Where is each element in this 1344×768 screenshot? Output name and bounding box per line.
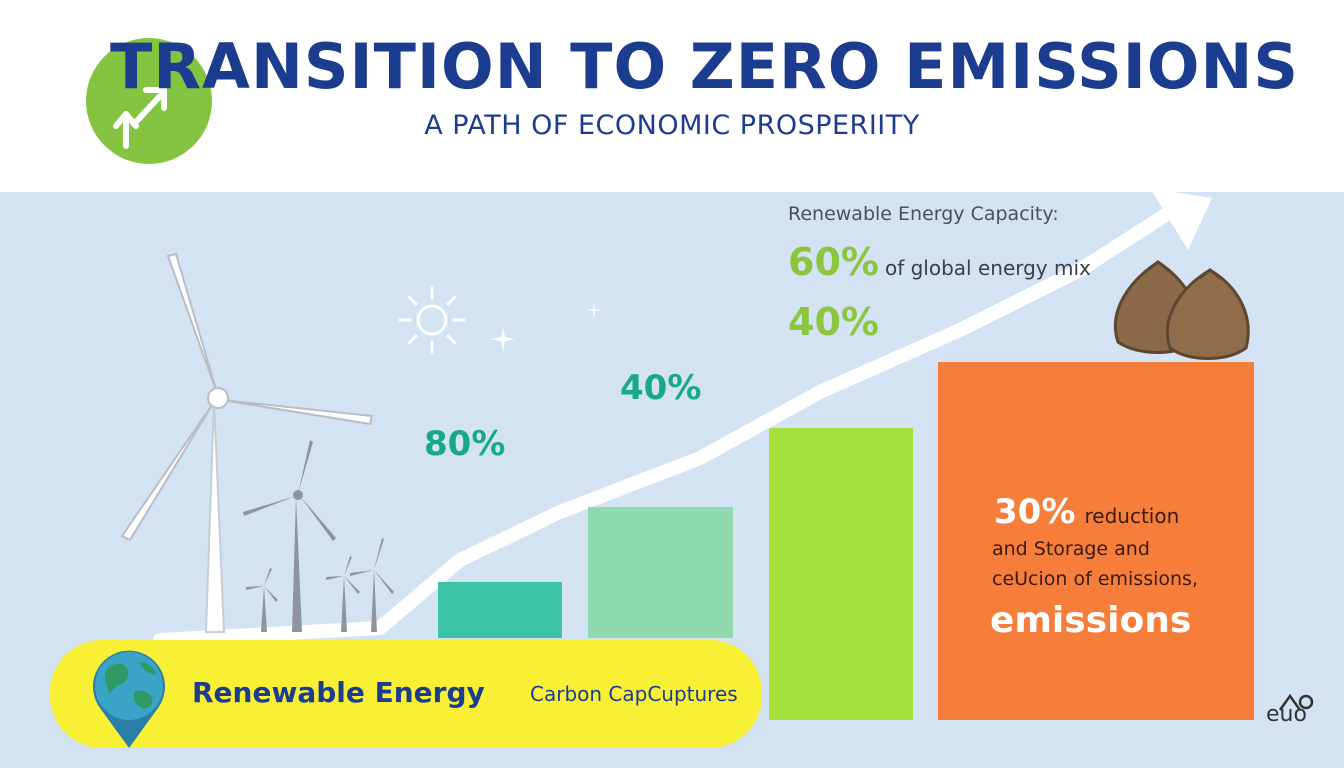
bar-renewable-1 — [438, 582, 562, 638]
medium-turbine-icon — [243, 440, 336, 632]
stat-60-text: of global energy mix — [884, 256, 1091, 280]
legend-carbon-capture: Carbon CapCuptures — [530, 682, 738, 706]
legend-renewable-energy: Renewable Energy — [192, 676, 485, 709]
page-title: TRANSITION TO ZERO EMISSIONS — [110, 30, 1300, 103]
box-line-1: 30% reduction — [994, 492, 1179, 532]
box-reduction: reduction — [1084, 504, 1180, 528]
logo-badge — [86, 38, 212, 164]
corner-logo-text: euo — [1266, 702, 1307, 727]
sparkle-icon — [491, 327, 515, 351]
bar-renewable-2 — [588, 507, 733, 638]
stat-60-value: 60% — [788, 240, 879, 284]
globe-pin-icon — [93, 650, 165, 748]
sparkle-small-icon — [586, 302, 602, 318]
bar-label-80: 80% — [424, 424, 506, 464]
growth-arrows-icon — [113, 87, 167, 149]
sun-icon — [398, 286, 466, 354]
bar-renewable-3 — [769, 428, 913, 720]
stat-60: 60% of global energy mix — [788, 240, 1091, 284]
small-turbine-icon — [246, 568, 278, 632]
carbon-sacks-icon — [1113, 260, 1250, 360]
header-area: TRANSITION TO ZERO EMISSIONS A PATH OF E… — [0, 0, 1344, 192]
corner-arrow-icon — [1278, 693, 1314, 711]
box-pct: 30% — [994, 492, 1076, 532]
emissions-reduction-box: 30% reduction and Storage and ceUcion of… — [938, 362, 1254, 720]
capacity-heading: Renewable Energy Capacity: — [788, 203, 1059, 225]
legend-pill — [50, 640, 762, 748]
box-line-4: emissions — [990, 600, 1192, 641]
stat-40: 40% — [788, 300, 879, 344]
box-line-2: and Storage and — [992, 538, 1150, 560]
small-turbine-icon — [350, 538, 394, 632]
bar-label-40: 40% — [620, 368, 702, 408]
small-turbine-icon — [326, 556, 360, 632]
stat-40-value: 40% — [788, 300, 879, 344]
box-line-3: ceUcion of emissions, — [992, 568, 1198, 590]
page-subtitle: A PATH OF ECONOMIC PROSPERIITY — [424, 110, 920, 141]
large-turbine-icon — [120, 252, 374, 633]
wind-turbines-illustration — [120, 252, 394, 633]
